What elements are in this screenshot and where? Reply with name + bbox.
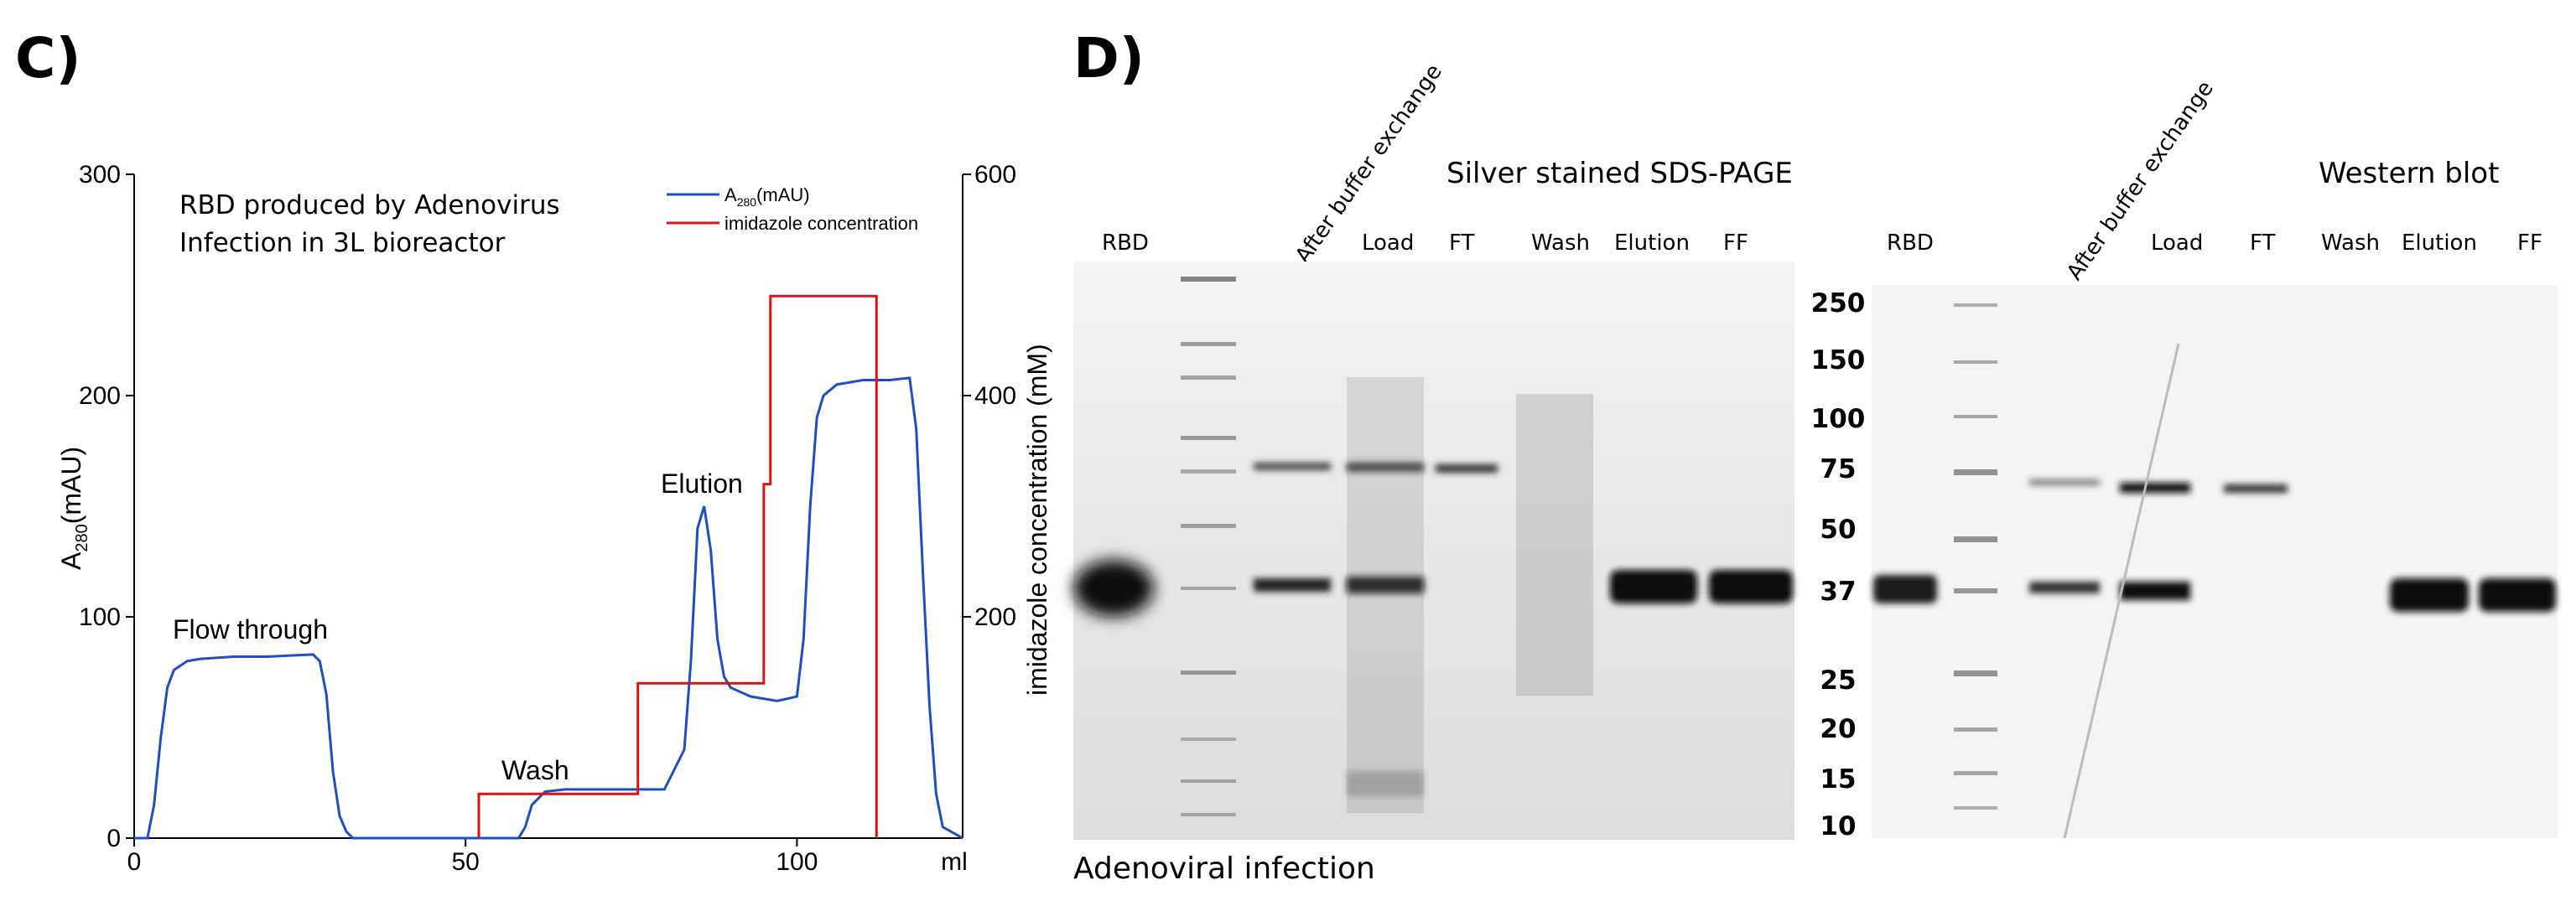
right-axis-label: imidazole concentration (mM) [1022,344,1052,696]
mw-marker-15: 15 [1820,764,1856,795]
western-lane-ff: FF [2517,230,2542,256]
panel-c: C) 0 50 100 ml 0 100 200 300 200 400 600 A280(mAU)… [15,26,1052,876]
panel-d-letter: D) [1073,26,1145,91]
panel-c-letter: C) [15,26,81,91]
mw-marker-250: 250 [1811,288,1866,318]
a280-line [134,376,963,840]
annotation-line-1: RBD produced by Adenovirus [179,190,560,220]
mw-marker-25: 25 [1820,665,1856,696]
western-blot-title: Western blot [2319,157,2499,190]
gel-caption: Adenoviral infection [1073,852,1375,886]
silver-gel-title: Silver stained SDS-PAGE [1446,157,1793,190]
y-tick-label: 300 [79,161,121,189]
mw-marker-150: 150 [1811,345,1866,375]
y2-tick-label: 600 [974,161,1016,189]
mw-marker-37: 37 [1820,577,1856,607]
silver-lane-rbd: RBD [1102,230,1149,256]
y2-tick-label: 200 [974,603,1016,631]
western-lane-wash: Wash [2321,230,2380,256]
legend-label-a280: A280(mAU) [724,184,810,209]
silver-lane-elution: Elution [1614,230,1690,256]
mw-marker-100: 100 [1811,404,1866,434]
x-tick-label: 50 [452,848,480,876]
y2-tick-label: 400 [974,382,1016,410]
western-lane-load: Load [2151,230,2203,256]
y-tick-label: 0 [106,825,121,852]
annotation-line-2: Infection in 3L bioreactor [179,228,506,258]
silver-lane-load: Load [1362,230,1414,256]
mw-marker-75: 75 [1820,454,1856,484]
peak-label-flow-through: Flow through [173,614,328,645]
mw-marker-50: 50 [1820,515,1856,545]
silver-lane-wash: Wash [1531,230,1590,256]
x-tick-label: 100 [776,848,818,876]
western-blot-image [1872,285,2558,839]
y-tick-label: 100 [79,603,121,631]
imidazole-line [477,294,878,838]
x-tick-label: 0 [127,848,142,876]
peak-label-elution: Elution [661,469,743,499]
silver-gel-image [1073,261,1794,840]
x-unit-label: ml [941,848,968,876]
axis-ticks: 0 50 100 ml 0 100 200 300 200 400 600 [79,161,1016,876]
mw-marker-20: 20 [1820,714,1856,744]
western-lane-elution: Elution [2402,230,2477,256]
y-tick-label: 200 [79,382,121,410]
western-lane-rbd: RBD [1887,230,1934,256]
western-lane-ft: FT [2250,230,2275,256]
legend-label-imidazole: imidazole concentration [724,213,918,234]
panel-d: D) Silver stained SDS-PAGE Western blot … [1073,26,2558,886]
peak-label-wash: Wash [501,755,569,785]
silver-lane-ft: FT [1449,230,1474,256]
mw-marker-labels: 250 150 100 75 50 37 25 20 15 10 [1811,288,1866,841]
legend: A280(mAU) imidazole concentration [667,184,918,234]
left-axis-label: A280(mAU) [56,447,91,570]
mw-marker-10: 10 [1820,811,1856,841]
silver-lane-ff: FF [1723,230,1748,256]
